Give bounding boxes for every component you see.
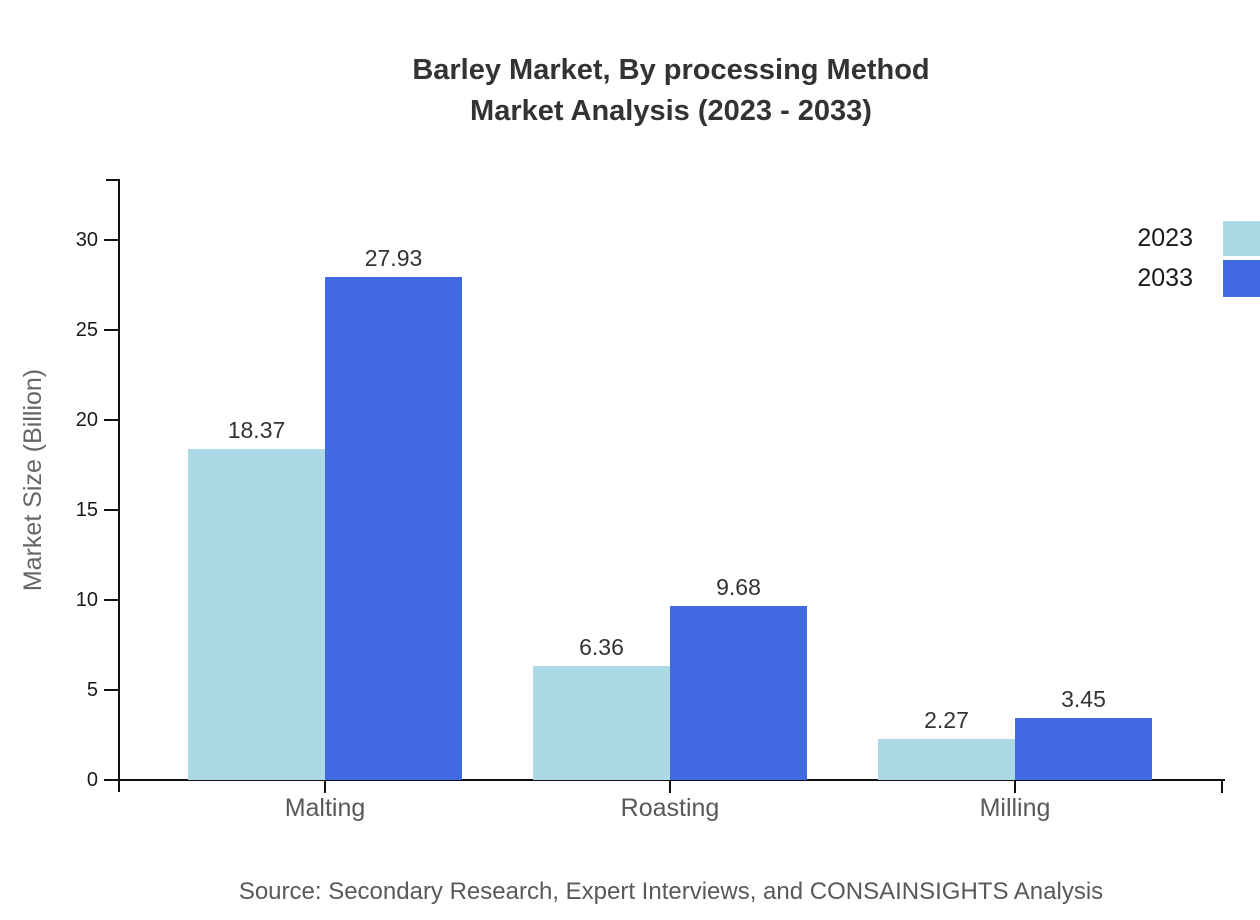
legend-label-2033: 2033 [1137,264,1193,292]
legend-label-2023: 2023 [1137,224,1193,252]
legend-swatch-2033 [1223,260,1260,297]
x-tick-malting [323,781,327,793]
x-axis-line [117,778,1225,782]
value-label-2033-roasting: 9.68 [716,574,761,600]
y-tick-25 [104,328,120,332]
chart-title-line2: Market Analysis (2023 - 2033) [470,95,872,127]
x-tick-roasting [668,781,672,793]
y-tick-label-0: 0 [86,769,98,791]
y-axis-end-cap [106,178,120,182]
bar-2023-roasting [533,666,670,780]
bar-2033-milling [1015,718,1152,780]
x-category-label-milling: Milling [979,794,1051,822]
y-tick-label-10: 10 [75,589,98,611]
y-axis-line [117,180,120,792]
bar-2023-milling [878,739,1015,780]
bar-2023-malting [188,449,325,780]
x-tick-milling [1013,781,1017,793]
value-label-2023-milling: 2.27 [924,707,969,733]
y-tick-5 [104,688,120,692]
y-tick-30 [104,238,120,242]
chart-title-line1: Barley Market, By processing Method [412,54,930,86]
value-label-2023-malting: 18.37 [227,417,286,443]
y-tick-10 [104,598,120,602]
y-tick-label-5: 5 [86,679,98,701]
y-tick-label-30: 30 [75,229,98,251]
value-label-2023-roasting: 6.36 [579,634,624,660]
y-tick-label-25: 25 [75,319,98,341]
x-axis-end-cap [1220,780,1224,793]
legend-swatch-2023 [1223,221,1260,256]
y-tick-label-15: 15 [75,499,98,521]
bar-2033-malting [325,277,462,780]
chart-title: Barley Market, By processing Method Mark… [120,50,1222,132]
x-category-label-malting: Malting [284,794,366,822]
bar-2033-roasting [670,606,807,780]
y-tick-15 [104,508,120,512]
y-tick-label-20: 20 [75,409,98,431]
value-label-2033-milling: 3.45 [1061,686,1106,712]
x-category-label-roasting: Roasting [620,794,720,822]
source-attribution: Source: Secondary Research, Expert Inter… [238,878,1104,905]
y-tick-0 [104,778,120,782]
y-tick-20 [104,418,120,422]
value-label-2033-malting: 27.93 [364,245,423,271]
